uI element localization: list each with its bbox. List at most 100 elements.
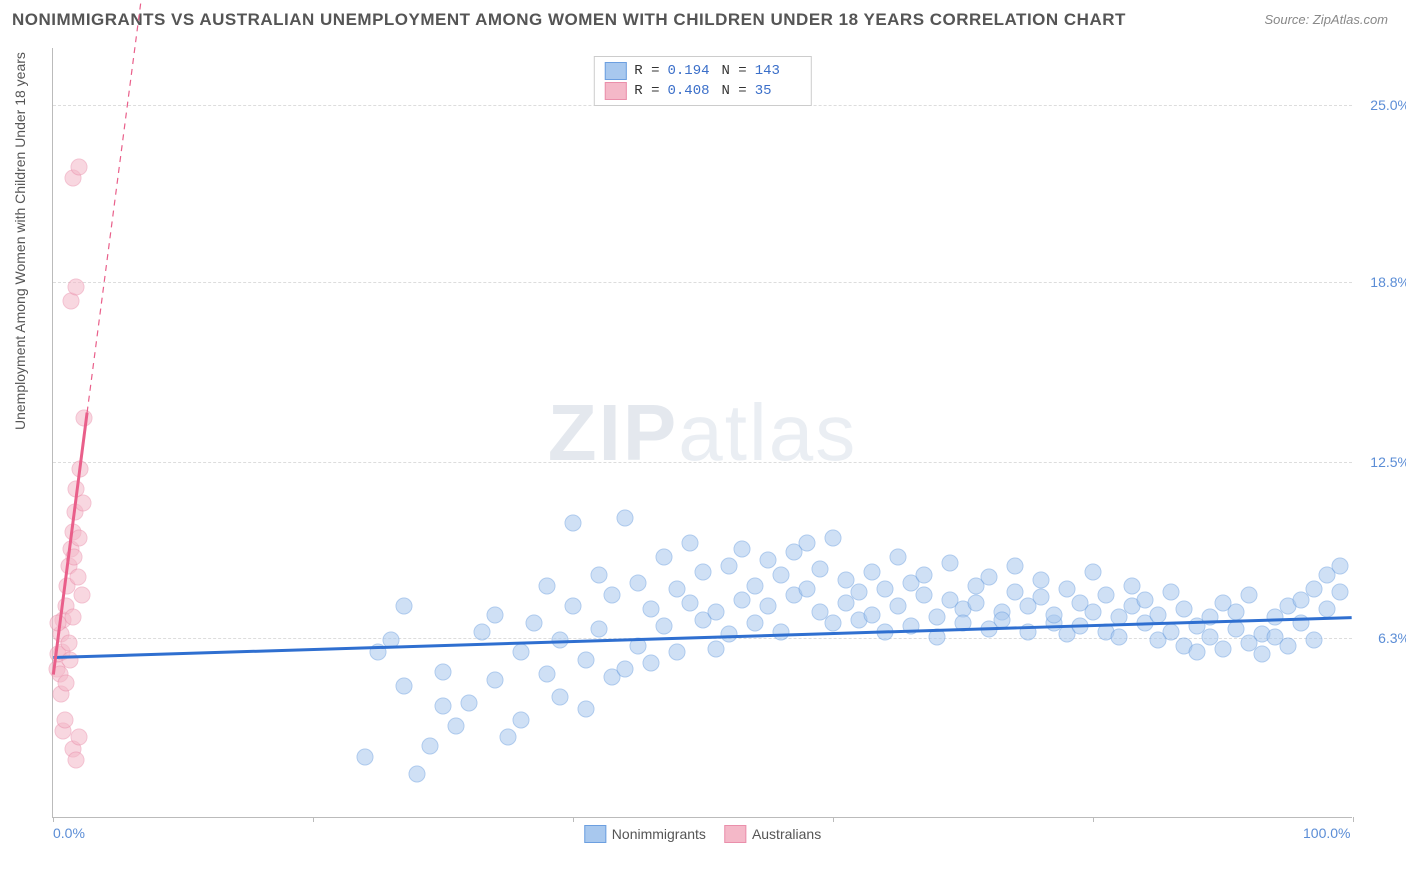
- data-point: [1046, 606, 1063, 623]
- x-tick-mark: [313, 817, 314, 822]
- data-point: [1033, 572, 1050, 589]
- data-point: [474, 623, 491, 640]
- data-point: [617, 509, 634, 526]
- data-point: [1306, 580, 1323, 597]
- y-tick-label: 25.0%: [1358, 97, 1406, 113]
- data-point: [1176, 600, 1193, 617]
- y-tick-label: 18.8%: [1358, 274, 1406, 290]
- data-point: [916, 586, 933, 603]
- legend-label: Nonimmigrants: [612, 826, 706, 842]
- data-point: [422, 737, 439, 754]
- data-point: [669, 580, 686, 597]
- data-point: [591, 566, 608, 583]
- data-point: [903, 617, 920, 634]
- y-tick-label: 12.5%: [1358, 454, 1406, 470]
- gridline: [53, 282, 1352, 283]
- data-point: [68, 278, 85, 295]
- legend-r-label: R =: [634, 63, 659, 79]
- data-point: [864, 606, 881, 623]
- data-point: [76, 409, 93, 426]
- data-point: [461, 694, 478, 711]
- legend-swatch: [604, 82, 626, 100]
- watermark: ZIPatlas: [548, 387, 857, 479]
- data-point: [656, 549, 673, 566]
- data-point: [890, 597, 907, 614]
- trend-lines-layer: [53, 48, 1352, 817]
- legend-r-value: 0.408: [668, 83, 714, 99]
- data-point: [435, 697, 452, 714]
- y-axis-label: Unemployment Among Women with Children U…: [12, 52, 28, 430]
- data-point: [1163, 583, 1180, 600]
- data-point: [1007, 558, 1024, 575]
- legend-item: Nonimmigrants: [584, 825, 706, 843]
- data-point: [539, 578, 556, 595]
- data-point: [799, 580, 816, 597]
- data-point: [643, 600, 660, 617]
- data-point: [994, 612, 1011, 629]
- data-point: [72, 461, 89, 478]
- data-point: [58, 674, 75, 691]
- data-point: [50, 615, 67, 632]
- correlation-legend: R =0.194N =143R =0.408N =35: [593, 56, 811, 106]
- data-point: [851, 583, 868, 600]
- data-point: [734, 540, 751, 557]
- legend-n-value: 35: [755, 83, 801, 99]
- data-point: [747, 578, 764, 595]
- data-point: [1163, 623, 1180, 640]
- data-point: [591, 620, 608, 637]
- data-point: [74, 495, 91, 512]
- data-point: [929, 629, 946, 646]
- data-point: [1150, 606, 1167, 623]
- legend-item: Australians: [724, 825, 821, 843]
- data-point: [1007, 583, 1024, 600]
- data-point: [695, 563, 712, 580]
- data-point: [565, 597, 582, 614]
- data-point: [1280, 637, 1297, 654]
- data-point: [734, 592, 751, 609]
- data-point: [1059, 580, 1076, 597]
- x-tick-mark: [573, 817, 574, 822]
- data-point: [552, 632, 569, 649]
- data-point: [721, 626, 738, 643]
- data-point: [56, 712, 73, 729]
- data-point: [760, 552, 777, 569]
- source-attribution: Source: ZipAtlas.com: [1264, 12, 1388, 27]
- data-point: [877, 623, 894, 640]
- data-point: [1319, 600, 1336, 617]
- data-point: [578, 700, 595, 717]
- y-tick-label: 6.3%: [1358, 630, 1406, 646]
- data-point: [513, 643, 530, 660]
- legend-row: R =0.408N =35: [604, 81, 800, 101]
- data-point: [68, 751, 85, 768]
- data-point: [708, 640, 725, 657]
- data-point: [1085, 563, 1102, 580]
- data-point: [617, 660, 634, 677]
- legend-n-value: 143: [755, 63, 801, 79]
- data-point: [721, 558, 738, 575]
- data-point: [357, 749, 374, 766]
- legend-row: R =0.194N =143: [604, 61, 800, 81]
- data-point: [73, 586, 90, 603]
- data-point: [942, 555, 959, 572]
- x-tick-mark: [833, 817, 834, 822]
- data-point: [1228, 620, 1245, 637]
- data-point: [565, 515, 582, 532]
- data-point: [760, 597, 777, 614]
- data-point: [539, 666, 556, 683]
- data-point: [487, 606, 504, 623]
- data-point: [682, 595, 699, 612]
- series-legend: Nonimmigrants Australians: [584, 825, 821, 843]
- data-point: [799, 535, 816, 552]
- data-point: [396, 677, 413, 694]
- data-point: [773, 566, 790, 583]
- legend-swatch: [584, 825, 606, 843]
- data-point: [1293, 615, 1310, 632]
- data-point: [955, 615, 972, 632]
- data-point: [877, 580, 894, 597]
- data-point: [65, 549, 82, 566]
- data-point: [500, 729, 517, 746]
- scatter-plot-area: ZIPatlas R =0.194N =143R =0.408N =35 Non…: [52, 48, 1352, 818]
- chart-title: NONIMMIGRANTS VS AUSTRALIAN UNEMPLOYMENT…: [12, 10, 1126, 30]
- data-point: [643, 655, 660, 672]
- data-point: [396, 597, 413, 614]
